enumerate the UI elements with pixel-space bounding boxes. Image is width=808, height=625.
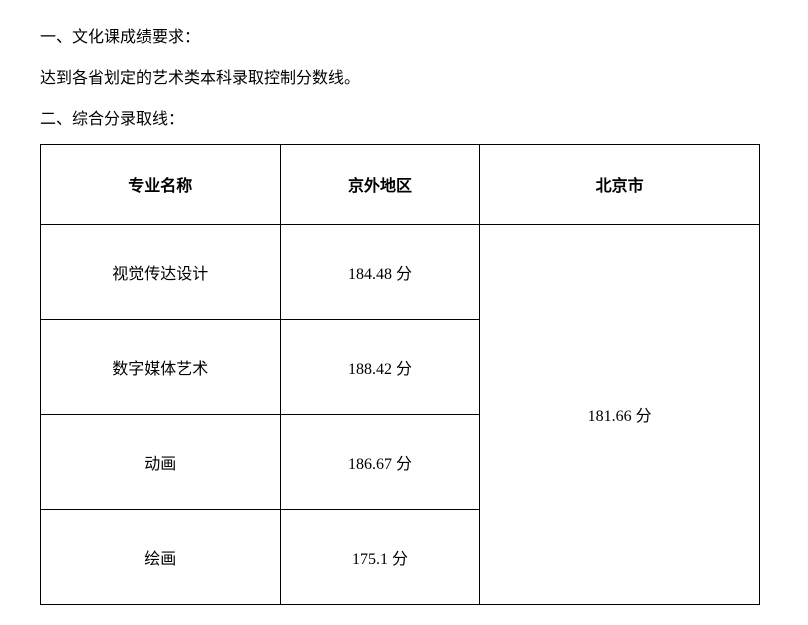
- header-major: 专业名称: [41, 144, 281, 224]
- header-beijing: 北京市: [480, 144, 760, 224]
- cell-beijing-score: 181.66 分: [480, 224, 760, 604]
- score-table: 专业名称 京外地区 北京市 视觉传达设计 184.48 分 181.66 分 数…: [40, 144, 760, 605]
- cell-major: 数字媒体艺术: [41, 319, 281, 414]
- table-row: 视觉传达设计 184.48 分 181.66 分: [41, 224, 760, 319]
- cell-outer-score: 184.48 分: [280, 224, 480, 319]
- cell-outer-score: 188.42 分: [280, 319, 480, 414]
- section-1-title: 一、文化课成绩要求：: [40, 20, 768, 55]
- table-header-row: 专业名称 京外地区 北京市: [41, 144, 760, 224]
- cell-outer-score: 175.1 分: [280, 509, 480, 604]
- cell-major: 动画: [41, 414, 281, 509]
- cell-major: 视觉传达设计: [41, 224, 281, 319]
- section-2-title: 二、综合分录取线：: [40, 102, 768, 137]
- section-1-content: 达到各省划定的艺术类本科录取控制分数线。: [40, 61, 768, 96]
- header-outer-region: 京外地区: [280, 144, 480, 224]
- cell-major: 绘画: [41, 509, 281, 604]
- cell-outer-score: 186.67 分: [280, 414, 480, 509]
